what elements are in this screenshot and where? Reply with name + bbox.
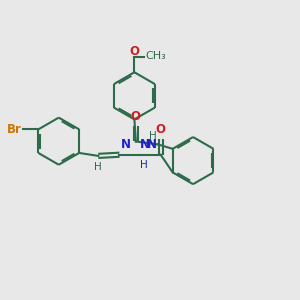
Text: H: H — [94, 162, 102, 172]
Text: CH₃: CH₃ — [146, 51, 166, 61]
Text: N: N — [147, 138, 157, 151]
Text: H: H — [149, 131, 157, 141]
Text: H: H — [140, 160, 148, 170]
Text: O: O — [131, 110, 141, 123]
Text: O: O — [129, 45, 140, 58]
Text: Br: Br — [7, 123, 22, 136]
Text: N: N — [140, 138, 150, 151]
Text: N: N — [121, 138, 130, 151]
Text: O: O — [156, 123, 166, 136]
